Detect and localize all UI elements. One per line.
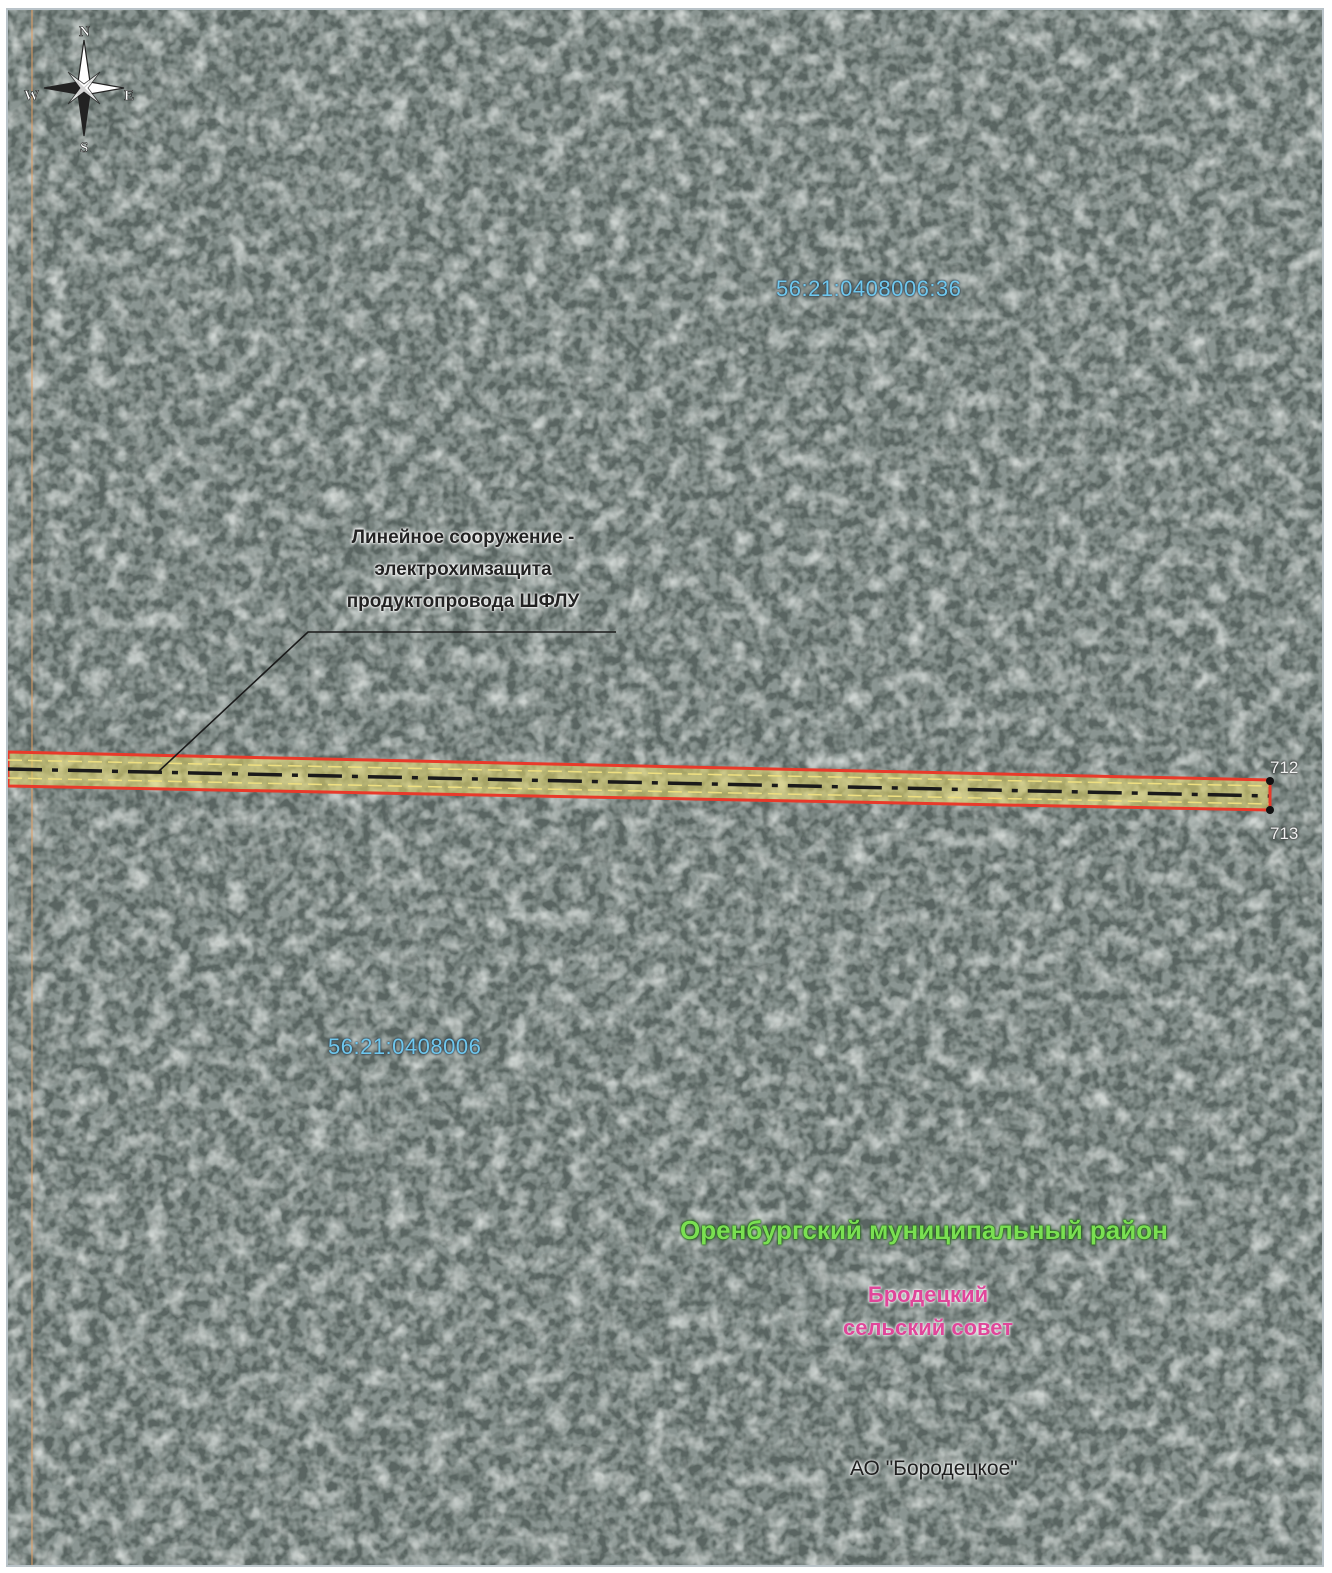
pipeline-axis[interactable]: [8, 767, 1271, 798]
compass-n-letter: N: [79, 24, 90, 40]
annotation-line-1: Линейное сооружение -: [351, 527, 575, 548]
compass-w-letter: W: [24, 88, 39, 104]
map-canvas[interactable]: N S E W: [8, 10, 1324, 1567]
corridor-inner-edge-top: [8, 759, 1271, 787]
compass-e-letter: E: [124, 88, 134, 104]
parcel-label-upper[interactable]: 56:21:0408006:36: [776, 276, 962, 301]
organization-label: АО "Бородецкое": [850, 1457, 1018, 1480]
district-label: Оренбургский муниципальный район: [680, 1215, 1168, 1245]
council-line-1: Бродецкий: [867, 1282, 989, 1307]
corridor-inner-edge-bottom: [8, 777, 1271, 805]
map-frame: N S E W 56:21:0408006:36 56:21:0408006 Л…: [6, 8, 1324, 1567]
boundary-point-712[interactable]: [1266, 777, 1274, 785]
annotation-line-3: продуктопровода ШФЛУ: [346, 591, 580, 612]
council-line-2: сельский совет: [842, 1315, 1013, 1340]
pipeline-annotation: Линейное сооружение - электрохимзащита п…: [308, 522, 618, 618]
compass-s-letter: S: [80, 140, 88, 156]
annotation-line-2: электрохимзащита: [374, 559, 552, 580]
compass-rose: N S E W: [24, 24, 135, 157]
parcel-label-lower[interactable]: 56:21:0408006: [328, 1034, 482, 1059]
council-label: Бродецкий сельский совет: [808, 1278, 1048, 1344]
annotation-leader-line: [157, 631, 616, 773]
point-label-713: 713: [1270, 824, 1299, 843]
boundary-point-713[interactable]: [1266, 806, 1274, 814]
point-label-712: 712: [1270, 758, 1299, 777]
compass-diag: [67, 71, 101, 105]
